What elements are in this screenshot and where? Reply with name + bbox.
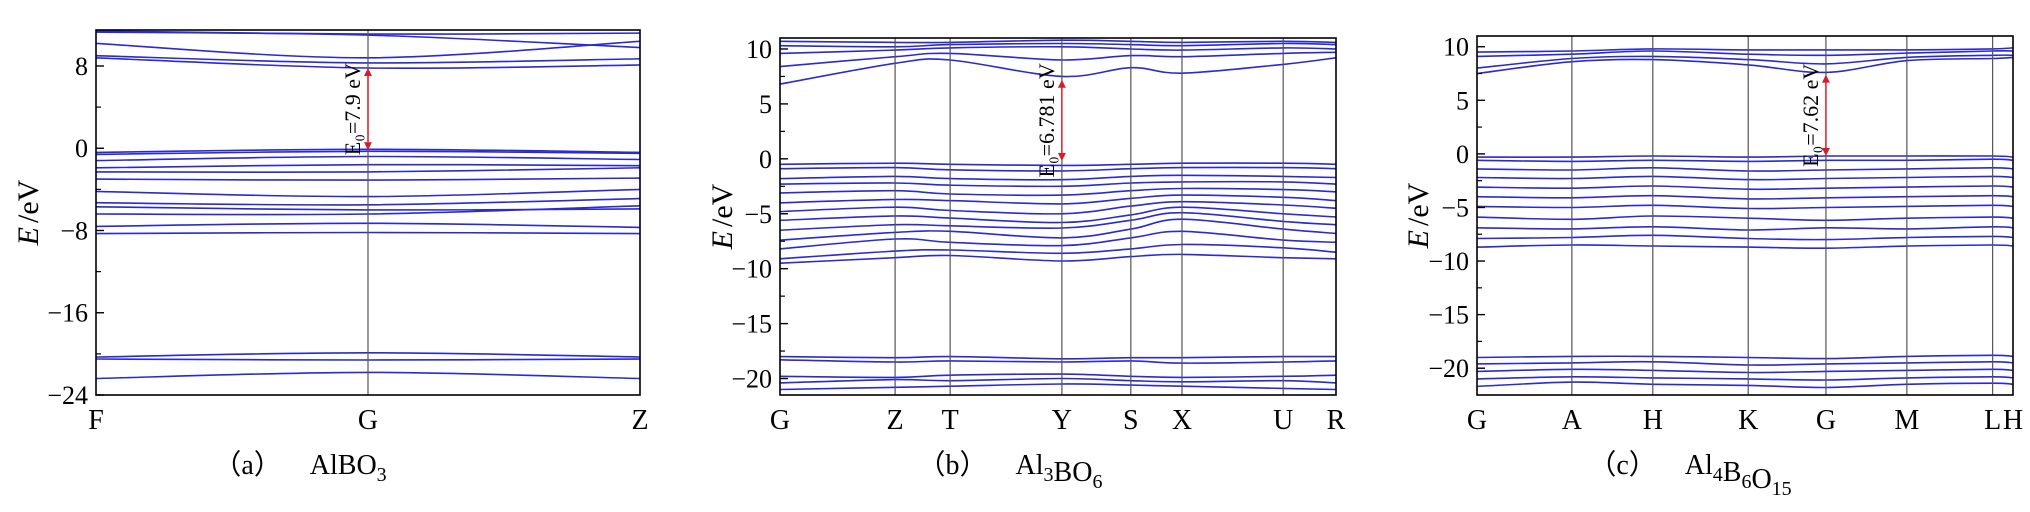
band-13 bbox=[780, 187, 1336, 197]
kpoint-label-0: F bbox=[88, 405, 104, 436]
kpoint-label-0: G bbox=[770, 405, 790, 436]
band-9 bbox=[1477, 204, 2013, 210]
kpoint-label-1: G bbox=[358, 405, 378, 436]
band-1 bbox=[1477, 375, 2013, 381]
y-tick-label: −20 bbox=[1428, 354, 1469, 383]
band-gap-label: E₀=7.9 eV bbox=[340, 63, 365, 155]
band-8 bbox=[1477, 215, 2013, 222]
band-20 bbox=[780, 45, 1336, 55]
band-4 bbox=[1477, 354, 2013, 360]
band-12 bbox=[1477, 175, 2013, 181]
band-3 bbox=[1477, 360, 2013, 366]
panel-a-albo3: 8 0 −8 −16 −24 E/eV F G Z E₀=7.9 eV （a） AlBO3 bbox=[12, 29, 649, 486]
band-5 bbox=[780, 253, 1336, 264]
band-1 bbox=[780, 377, 1336, 384]
panel-b-al3bo6: 10 5 0 −5 −10 −15 −20 E/eV G Z T Y S X U R E₀=6.781 eV （b… bbox=[706, 35, 1346, 493]
band-18 bbox=[1477, 50, 2013, 58]
kpoint-label-7: H bbox=[2003, 405, 2023, 436]
band-22 bbox=[780, 39, 1336, 44]
kpoint-label-1: Z bbox=[887, 405, 904, 436]
band-6 bbox=[1477, 234, 2013, 241]
y-tick-label: −15 bbox=[731, 310, 772, 339]
y-tick-label: 0 bbox=[1456, 140, 1469, 169]
y-tick-label: 0 bbox=[75, 134, 88, 163]
y-axis-label: E/eV bbox=[706, 183, 739, 250]
kpoint-label-2: H bbox=[1643, 405, 1663, 436]
band-7 bbox=[1477, 225, 2013, 231]
band-0 bbox=[1477, 381, 2013, 389]
y-tick-label: 5 bbox=[1456, 86, 1469, 115]
y-tick-label: 10 bbox=[746, 35, 772, 64]
panel-caption: （a） AlBO3 bbox=[213, 449, 386, 486]
band-gap-label: E₀=6.781 eV bbox=[1034, 63, 1059, 177]
kpoint-label-4: S bbox=[1123, 405, 1139, 436]
band-5 bbox=[1477, 244, 2013, 250]
y-tick-label: −24 bbox=[47, 381, 88, 410]
y-tick-label: −5 bbox=[1441, 193, 1469, 222]
band-2 bbox=[780, 373, 1336, 379]
kpoint-label-4: G bbox=[1816, 405, 1836, 436]
kpoint-label-5: M bbox=[1894, 405, 1919, 436]
y-axis-label: E/eV bbox=[12, 179, 45, 246]
band-19 bbox=[1477, 47, 2013, 53]
band-2 bbox=[1477, 368, 2013, 374]
kpoint-label-1: A bbox=[1562, 405, 1583, 436]
band-16 bbox=[1477, 56, 2013, 75]
y-tick-label: −15 bbox=[1428, 301, 1469, 330]
y-tick-label: 8 bbox=[75, 52, 88, 81]
band-4 bbox=[780, 355, 1336, 360]
band-11 bbox=[1477, 185, 2013, 191]
plot-frame bbox=[95, 29, 641, 396]
kpoint-label-6: L bbox=[1984, 405, 2001, 436]
kpoint-label-2: Z bbox=[631, 405, 648, 436]
band-15 bbox=[1477, 155, 2013, 158]
kpoint-label-3: K bbox=[1738, 405, 1758, 436]
kpoint-label-7: R bbox=[1327, 405, 1346, 436]
band-10 bbox=[780, 206, 1336, 224]
band-14 bbox=[780, 180, 1336, 188]
band-gap-label: E₀=7.62 eV bbox=[1798, 64, 1823, 167]
y-tick-label: −10 bbox=[1428, 247, 1469, 276]
y-tick-label: 0 bbox=[759, 145, 772, 174]
band-gap-arrow bbox=[364, 68, 372, 151]
band-14 bbox=[1477, 158, 2013, 163]
band-10 bbox=[1477, 194, 2013, 200]
band-gap-arrow bbox=[1821, 74, 1830, 157]
kpoint-label-0: G bbox=[1467, 405, 1487, 436]
band-0 bbox=[780, 383, 1336, 391]
band-9 bbox=[780, 211, 1336, 231]
y-tick-label: −20 bbox=[731, 365, 772, 394]
y-tick-label: −8 bbox=[60, 216, 88, 245]
panel-caption: （c） Al4B6O15 bbox=[1588, 449, 1791, 500]
band-17 bbox=[1477, 54, 2013, 69]
kpoint-label-2: T bbox=[942, 405, 959, 436]
kpoint-label-3: Y bbox=[1052, 405, 1072, 436]
y-tick-label: 10 bbox=[1443, 33, 1469, 62]
plot-frame bbox=[1476, 35, 2014, 396]
y-tick-label: 5 bbox=[759, 90, 772, 119]
kpoint-label-6: U bbox=[1273, 405, 1293, 436]
plot-frame bbox=[779, 37, 1337, 396]
panel-caption: （b） Al3BO6 bbox=[918, 449, 1103, 493]
band-gap-arrow bbox=[1057, 79, 1066, 162]
y-tick-label: −10 bbox=[731, 255, 772, 284]
y-tick-label: −16 bbox=[47, 299, 88, 328]
y-axis-label: E/eV bbox=[1402, 182, 1435, 249]
y-tick-label: −5 bbox=[744, 200, 772, 229]
band-3 bbox=[780, 359, 1336, 364]
kpoint-label-5: X bbox=[1172, 405, 1192, 436]
band-lines bbox=[1477, 47, 2013, 389]
band-12 bbox=[780, 194, 1336, 205]
band-13 bbox=[1477, 166, 2013, 172]
